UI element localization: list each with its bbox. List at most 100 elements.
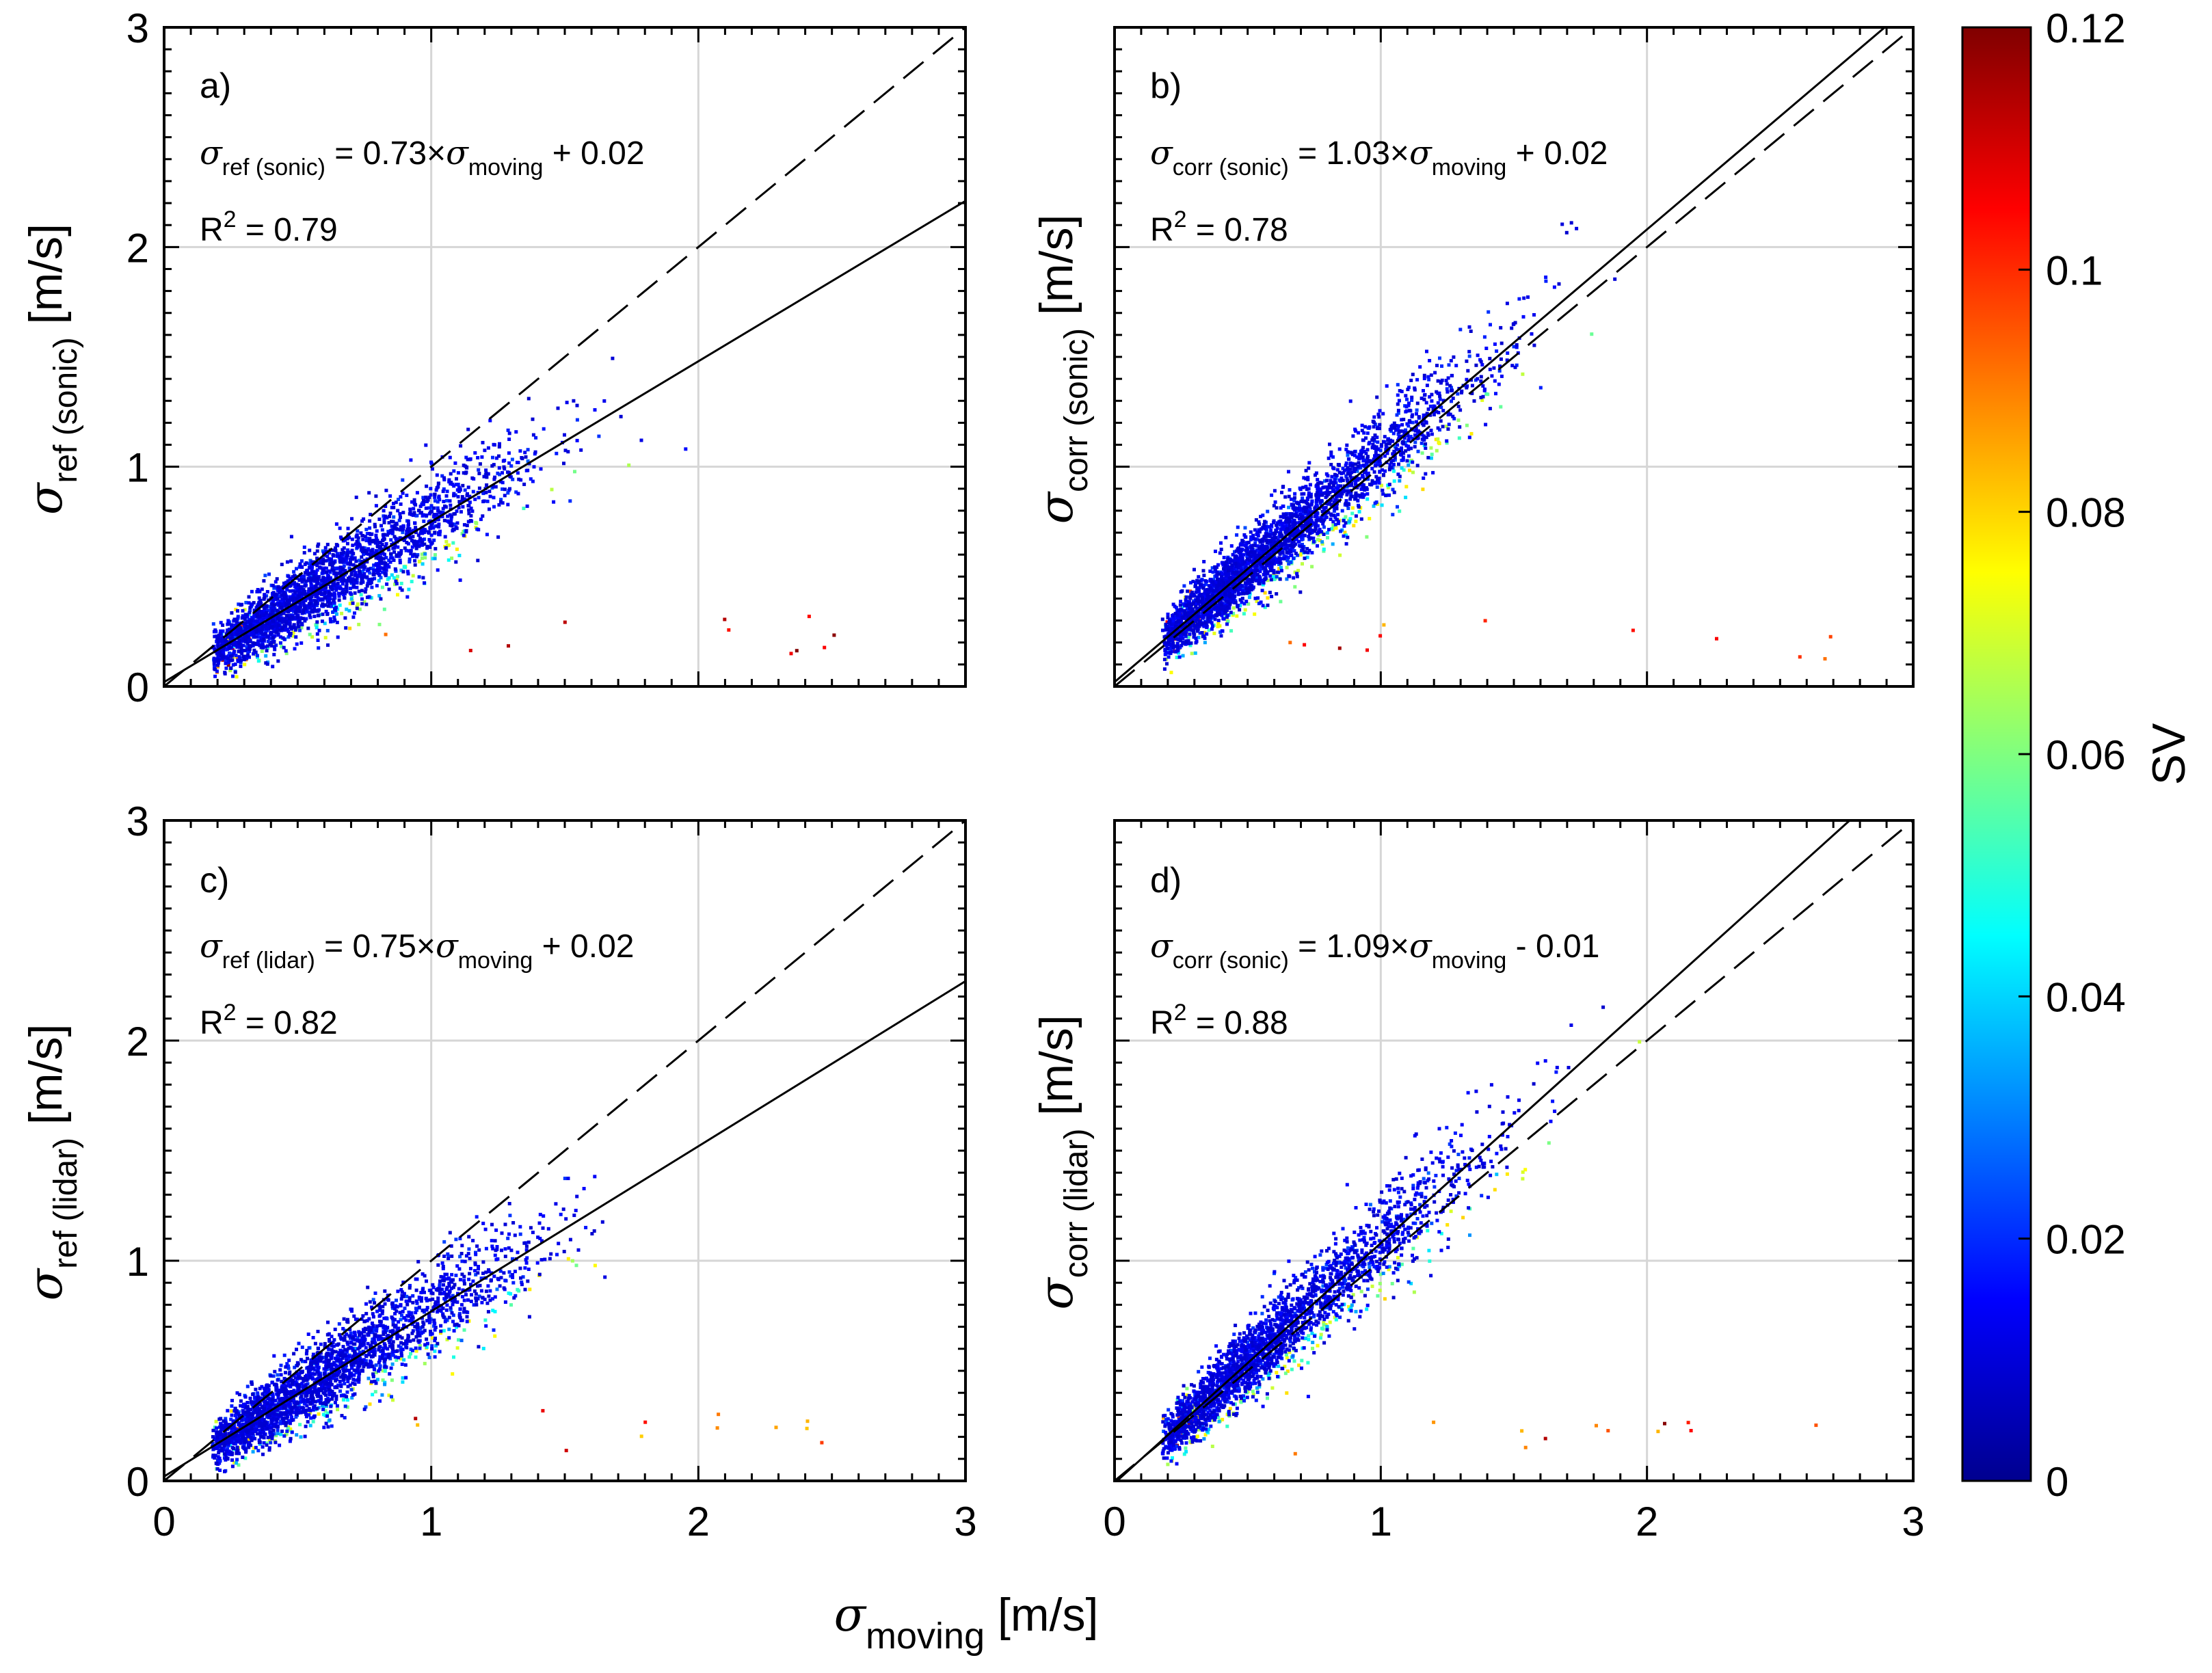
data-point	[1392, 479, 1396, 483]
data-point	[331, 548, 335, 552]
data-point	[1255, 600, 1259, 603]
data-point	[260, 637, 264, 641]
data-point	[334, 571, 338, 575]
data-point	[324, 576, 328, 580]
data-point	[1264, 574, 1268, 578]
data-point	[1338, 553, 1342, 557]
data-point	[213, 628, 217, 632]
data-point	[297, 594, 301, 598]
data-point	[1187, 608, 1190, 613]
data-point	[341, 591, 345, 594]
data-point	[1203, 641, 1207, 645]
data-point	[1298, 513, 1303, 516]
data-point	[1446, 413, 1450, 416]
data-point	[1235, 533, 1239, 537]
data-point	[232, 639, 237, 643]
data-point	[1526, 295, 1530, 299]
data-point	[288, 632, 292, 636]
data-point	[385, 533, 389, 537]
data-point	[369, 554, 373, 559]
data-point	[321, 583, 325, 587]
data-point	[236, 658, 240, 662]
data-point	[444, 539, 449, 544]
data-point	[357, 589, 361, 593]
data-point	[248, 655, 251, 659]
data-point	[1281, 551, 1285, 554]
data-point	[441, 490, 445, 494]
data-point	[271, 640, 276, 644]
data-point	[1430, 392, 1434, 397]
data-point	[278, 628, 282, 632]
data-point	[1171, 602, 1175, 606]
data-point	[1238, 587, 1242, 591]
data-point	[514, 490, 518, 494]
data-point	[360, 597, 364, 601]
data-point	[1316, 531, 1320, 535]
data-point	[473, 497, 477, 501]
grid-a	[164, 27, 965, 686]
data-point	[241, 655, 245, 659]
data-point	[484, 468, 488, 472]
data-point	[394, 500, 398, 505]
data-point	[308, 613, 312, 617]
data-point	[328, 551, 331, 555]
data-point	[256, 628, 261, 632]
data-point	[1446, 376, 1450, 380]
data-point	[1229, 600, 1234, 604]
data-point	[1289, 554, 1293, 557]
data-point	[245, 656, 249, 660]
data-point	[324, 559, 328, 563]
data-point	[228, 651, 231, 655]
data-point	[1352, 470, 1356, 474]
data-point	[1272, 562, 1277, 566]
data-point	[456, 483, 460, 487]
data-point	[497, 466, 501, 470]
data-point	[1177, 651, 1181, 655]
data-point	[372, 563, 376, 567]
data-point	[1330, 526, 1333, 531]
data-point	[423, 556, 427, 560]
data-point	[462, 523, 466, 527]
data-point	[1240, 589, 1244, 593]
data-point	[1169, 625, 1173, 629]
data-point	[395, 582, 399, 586]
data-point	[1177, 655, 1182, 659]
data-point	[229, 642, 233, 646]
data-point	[264, 654, 268, 658]
data-point	[255, 604, 259, 608]
data-point	[435, 473, 439, 477]
data-point	[1328, 485, 1332, 490]
data-point	[1465, 423, 1469, 427]
data-point	[457, 554, 462, 557]
data-point	[356, 545, 360, 549]
data-point	[1436, 401, 1440, 405]
data-point	[1391, 487, 1395, 492]
data-point	[1277, 556, 1281, 560]
data-point	[1391, 452, 1395, 456]
data-point	[1175, 641, 1180, 645]
data-point	[258, 598, 263, 602]
data-point	[297, 609, 302, 613]
data-point	[1266, 578, 1270, 583]
data-point	[301, 617, 305, 621]
data-point	[1387, 493, 1391, 497]
data-point	[485, 499, 490, 503]
data-point	[278, 589, 282, 593]
data-point	[297, 583, 300, 587]
data-point	[375, 584, 379, 588]
eq-tail-a: + 0.02	[543, 135, 644, 172]
data-point	[1245, 554, 1249, 558]
data-point	[365, 584, 369, 588]
data-point	[221, 654, 225, 658]
data-point	[300, 578, 304, 583]
data-point	[1403, 440, 1407, 444]
data-point	[1404, 405, 1409, 409]
data-point	[240, 652, 244, 655]
data-point	[421, 496, 425, 500]
data-point	[433, 520, 437, 524]
data-point	[1362, 493, 1366, 497]
data-point	[488, 507, 491, 511]
data-point	[226, 622, 230, 626]
data-point	[441, 511, 445, 515]
data-point	[355, 581, 359, 585]
